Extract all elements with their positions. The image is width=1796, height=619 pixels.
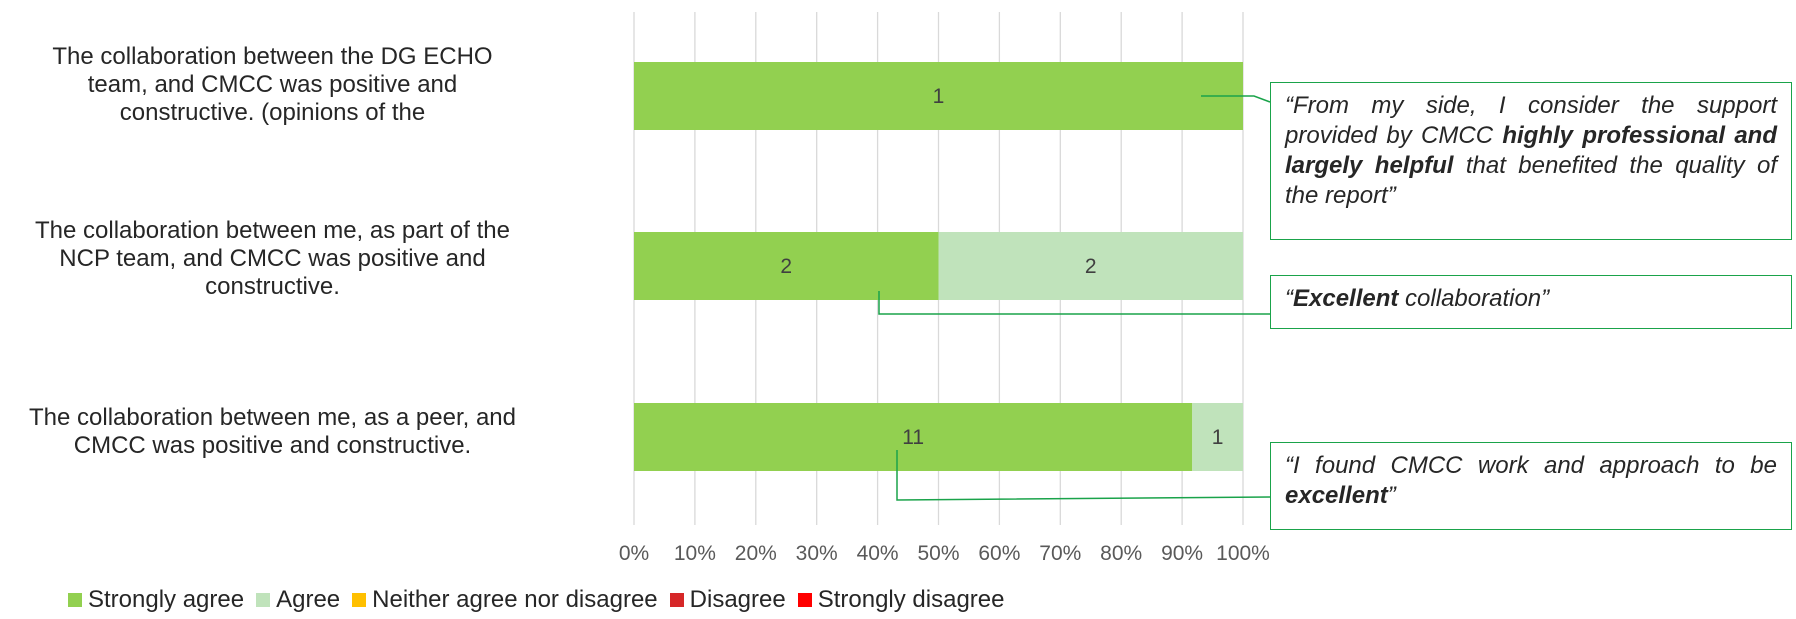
bar-data-label: 2	[1085, 255, 1097, 278]
x-tick-label: 40%	[857, 542, 899, 565]
quote-3-close: ”	[1387, 482, 1396, 509]
x-tick-label: 50%	[917, 542, 959, 565]
category-label-1: The collaboration between the DG ECHO te…	[0, 43, 545, 127]
quote-2-close: collaboration”	[1398, 285, 1550, 312]
category-label-3-line-1: The collaboration between me, as a peer,…	[29, 404, 516, 431]
category-label-2-line-1: The collaboration between me, as part of…	[35, 217, 510, 244]
legend-label-neither: Neither agree nor disagree	[372, 586, 658, 613]
legend-item-agree: Agree	[256, 586, 340, 614]
x-tick-label: 10%	[674, 542, 716, 565]
bar-segment	[634, 62, 1243, 130]
callout-connector	[878, 291, 1270, 315]
bar-data-label: 1	[1212, 426, 1224, 449]
quote-2-bold: Excellent	[1293, 285, 1399, 312]
legend-item-disagree: Disagree	[669, 586, 786, 614]
quote-callout-1: “From my side, I consider the support pr…	[1270, 82, 1792, 240]
legend-item-neither: Neither agree nor disagree	[352, 586, 658, 614]
legend-swatch-agree	[256, 593, 271, 607]
category-label-2: The collaboration between me, as part of…	[0, 217, 545, 301]
bar-data-label: 2	[780, 255, 792, 278]
bar-segment	[634, 403, 1193, 471]
callout-connector	[1201, 95, 1271, 103]
category-label-3-line-2: CMCC was positive and constructive.	[73, 432, 472, 459]
quote-1-open: “From my side, I consider the support pr…	[1285, 92, 1777, 149]
x-tick-label: 0%	[619, 542, 649, 565]
category-label-1-line-3: constructive. (opinions of the	[119, 99, 426, 126]
quote-1-close: that benefited the quality of the report…	[1285, 152, 1777, 209]
category-label-2-line-2: NCP team, and CMCC was positive and	[59, 245, 486, 272]
category-label-3: The collaboration between me, as a peer,…	[0, 404, 545, 460]
x-tick-label: 70%	[1039, 542, 1081, 565]
x-tick-label: 20%	[735, 542, 777, 565]
quote-callout-2: “Excellent collaboration”	[1270, 275, 1792, 329]
x-tick-label: 80%	[1100, 542, 1142, 565]
legend-label-strongly-agree: Strongly agree	[88, 586, 245, 613]
quote-2-open: “	[1285, 285, 1293, 312]
callout-connector	[896, 450, 1271, 501]
quote-3-bold: excellent	[1285, 482, 1388, 509]
category-label-1-line-2: team, and CMCC was positive and	[87, 71, 458, 98]
quote-1-bold: highly professional and largely helpful	[1285, 122, 1777, 179]
x-tick-label: 60%	[978, 542, 1020, 565]
legend-swatch-neither	[352, 593, 367, 607]
bar-segment	[938, 232, 1243, 300]
quote-3-open: “I found CMCC work and approach to be	[1285, 452, 1777, 479]
legend-swatch-disagree	[669, 593, 684, 607]
bar-segment	[1192, 403, 1243, 471]
x-tick-label: 30%	[796, 542, 838, 565]
legend-label-strongly-disagree: Strongly disagree	[817, 586, 1005, 613]
legend-swatch-strongly-disagree	[797, 593, 812, 607]
category-label-2-line-3: constructive.	[205, 273, 340, 300]
x-tick-label: 90%	[1161, 542, 1203, 565]
legend-label-disagree: Disagree	[689, 586, 786, 613]
legend-swatch-strongly-agree	[68, 593, 82, 607]
chart-legend: Strongly agree Agree Neither agree nor d…	[68, 586, 1016, 614]
x-tick-label: 100%	[1216, 542, 1270, 565]
quote-callout-3: “I found CMCC work and approach to be ex…	[1270, 442, 1792, 530]
legend-item-strongly-agree: Strongly agree	[68, 586, 244, 614]
bar-data-label: 1	[933, 85, 945, 108]
bar-data-label: 11	[902, 426, 924, 449]
category-label-1-line-1: The collaboration between the DG ECHO	[52, 43, 493, 70]
legend-item-strongly-disagree: Strongly disagree	[797, 586, 1005, 614]
bar-segment	[634, 232, 939, 300]
legend-label-agree: Agree	[276, 586, 341, 613]
